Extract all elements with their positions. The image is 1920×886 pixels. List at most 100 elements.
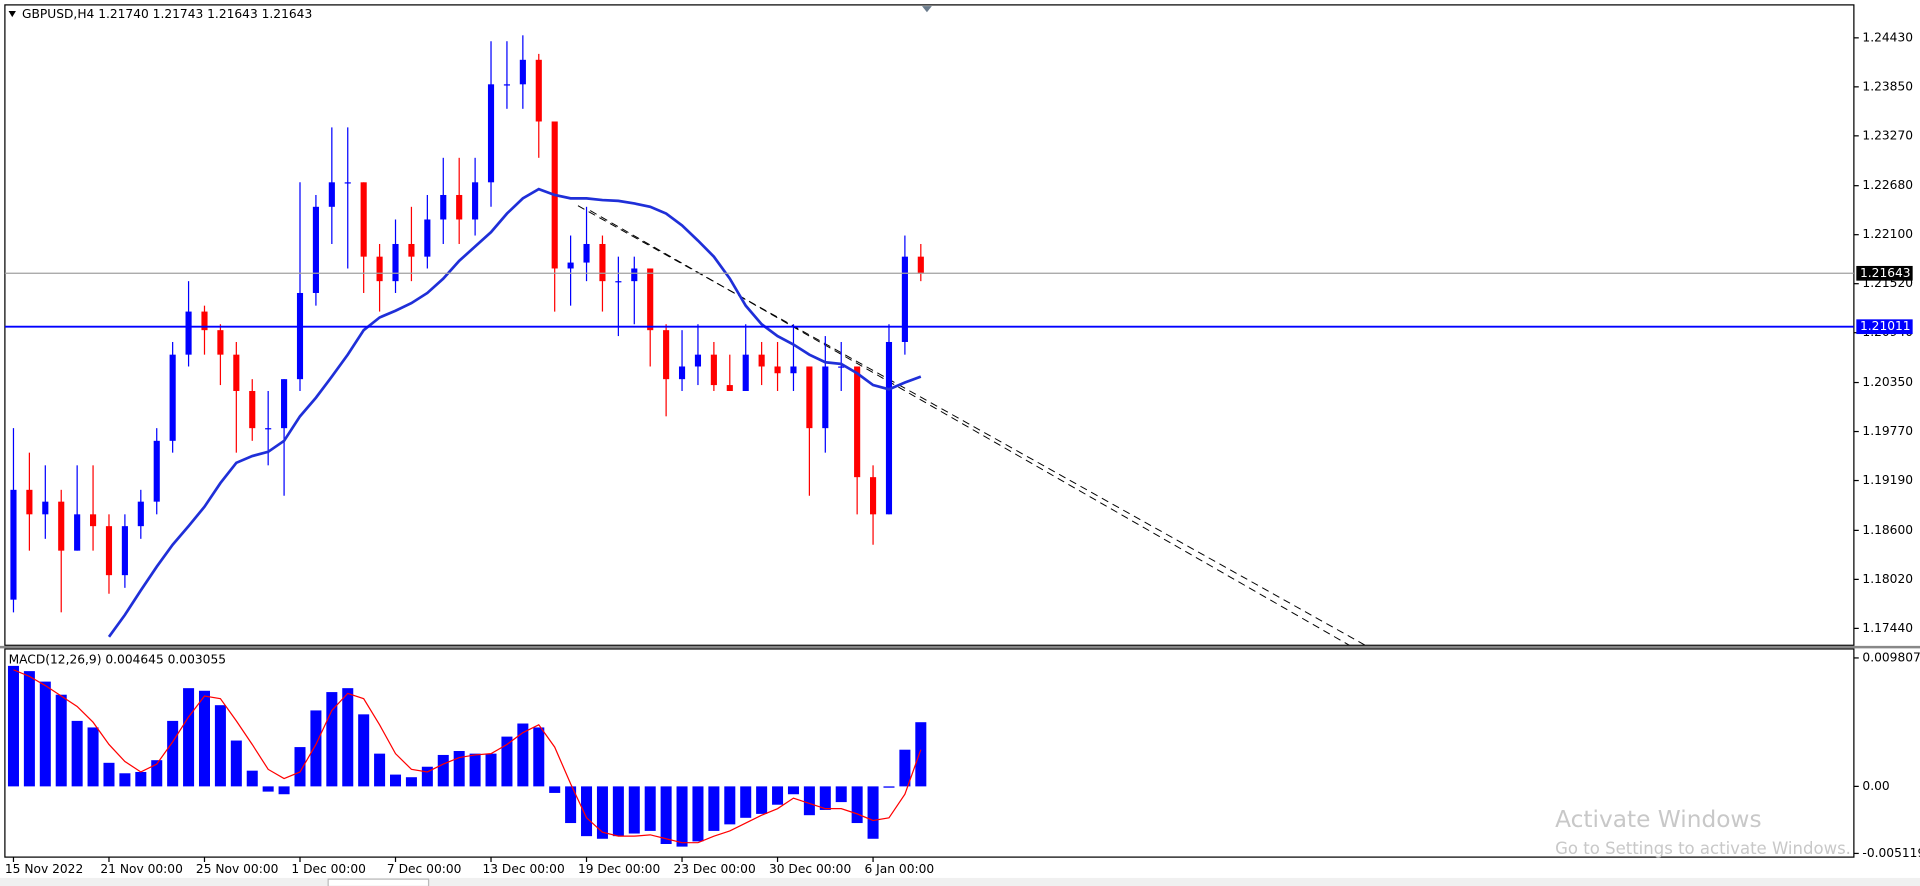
symbol-header: GBPUSD,H4 1.21740 1.21743 1.21643 1.2164…	[22, 7, 312, 21]
candle-body	[519, 59, 526, 85]
x-tick-label: 7 Dec 00:00	[387, 862, 462, 876]
y-tick-label: 1.23270	[1862, 128, 1913, 142]
macd-bar	[294, 747, 306, 787]
tab[interactable]	[327, 878, 430, 886]
macd-bar	[485, 753, 497, 787]
macd-bar	[756, 786, 768, 814]
candle-body	[854, 366, 861, 478]
y-tick-label: 1.19770	[1862, 424, 1913, 438]
macd-bar	[230, 740, 242, 787]
candle-body	[870, 477, 877, 515]
macd-bar	[549, 786, 561, 793]
main-frame	[4, 4, 1855, 646]
candle-body	[328, 182, 335, 207]
candle-body	[710, 354, 717, 386]
price-label-box	[1856, 319, 1913, 335]
macd-bar	[374, 753, 386, 787]
signal-line	[13, 669, 922, 844]
macd-bar	[390, 774, 402, 787]
candle-body	[647, 268, 654, 331]
macd-bar	[405, 777, 417, 787]
y-tick-label: 1.20350	[1862, 375, 1913, 389]
x-tick-label: 6 Jan 00:00	[864, 862, 934, 876]
candle-body	[105, 526, 113, 576]
macd-bar	[501, 736, 513, 787]
candle-body	[631, 268, 638, 282]
x-tick-label: 21 Nov 00:00	[100, 862, 182, 876]
macd-bar	[740, 786, 752, 818]
candle-body	[137, 501, 144, 527]
macd-bar	[453, 751, 465, 787]
candle-body	[583, 243, 590, 263]
candle-body	[58, 501, 65, 551]
x-tick-label: 15 Nov 2022	[5, 862, 83, 876]
candle-body	[487, 84, 495, 183]
watermark-title: Activate Windows	[1555, 806, 1761, 833]
y-tick-label: -0.005119	[1862, 846, 1920, 860]
x-tick-label: 23 Dec 00:00	[673, 862, 755, 876]
candle-body	[153, 440, 160, 502]
macd-bar	[851, 786, 863, 824]
candle-body	[10, 489, 17, 600]
macd-bar	[867, 786, 879, 839]
y-tick-label: 0.00	[1862, 779, 1889, 793]
macd-bar	[565, 786, 577, 824]
symbol-arrow	[8, 11, 16, 18]
moving-average	[107, 187, 922, 638]
macd-bar	[7, 665, 19, 787]
candle-body	[201, 311, 208, 331]
macd-bar	[612, 786, 624, 837]
macd-bar	[883, 786, 895, 788]
candle-body	[360, 182, 367, 257]
y-tick-label: 1.17440	[1862, 621, 1913, 635]
candle-body	[694, 354, 702, 367]
macd-bar	[676, 786, 688, 847]
macd-bar	[533, 727, 545, 787]
macd-bar	[787, 786, 799, 795]
macd-bar	[708, 786, 720, 831]
candle-body	[503, 84, 510, 86]
macd-bar	[278, 786, 290, 795]
macd-bar	[835, 786, 847, 803]
macd-bar	[899, 749, 911, 787]
macd-bar	[915, 722, 927, 787]
candle-body	[567, 262, 574, 269]
y-tick-label: 1.22100	[1862, 227, 1913, 241]
candle-body	[281, 379, 288, 429]
macd-bar	[119, 773, 131, 787]
macd-bar	[183, 688, 195, 787]
x-tick-label: 1 Dec 00:00	[291, 862, 366, 876]
candle-body	[885, 341, 893, 515]
y-tick-label: 0.009807	[1862, 650, 1920, 664]
candle-body	[424, 219, 431, 257]
candle-body	[265, 428, 272, 430]
tab-bar	[0, 877, 1920, 886]
macd-bar	[596, 786, 608, 839]
candle-body	[535, 59, 542, 122]
candle-body	[233, 354, 240, 391]
candle-body	[169, 354, 176, 441]
candle-body	[774, 366, 781, 374]
y-tick-label: 1.24430	[1862, 30, 1913, 44]
macd-bar	[246, 770, 258, 787]
candle-body	[408, 243, 415, 257]
candle-body	[74, 514, 81, 551]
macd-bar	[692, 786, 704, 842]
macd-bar	[342, 688, 354, 787]
x-tick-label: 13 Dec 00:00	[482, 862, 564, 876]
macd-bar	[660, 786, 672, 845]
candle-body	[726, 385, 733, 391]
macd-bar	[71, 720, 83, 787]
macd-bar	[803, 786, 815, 816]
candle-body	[456, 194, 463, 220]
candle-body	[806, 366, 813, 429]
macd-frame	[4, 648, 1855, 858]
candle-body	[790, 366, 797, 374]
macd-bar	[644, 786, 656, 831]
candle-body	[296, 292, 304, 380]
watermark-subtitle: Go to Settings to activate Windows.	[1555, 839, 1851, 858]
x-tick-label: 30 Dec 00:00	[769, 862, 851, 876]
